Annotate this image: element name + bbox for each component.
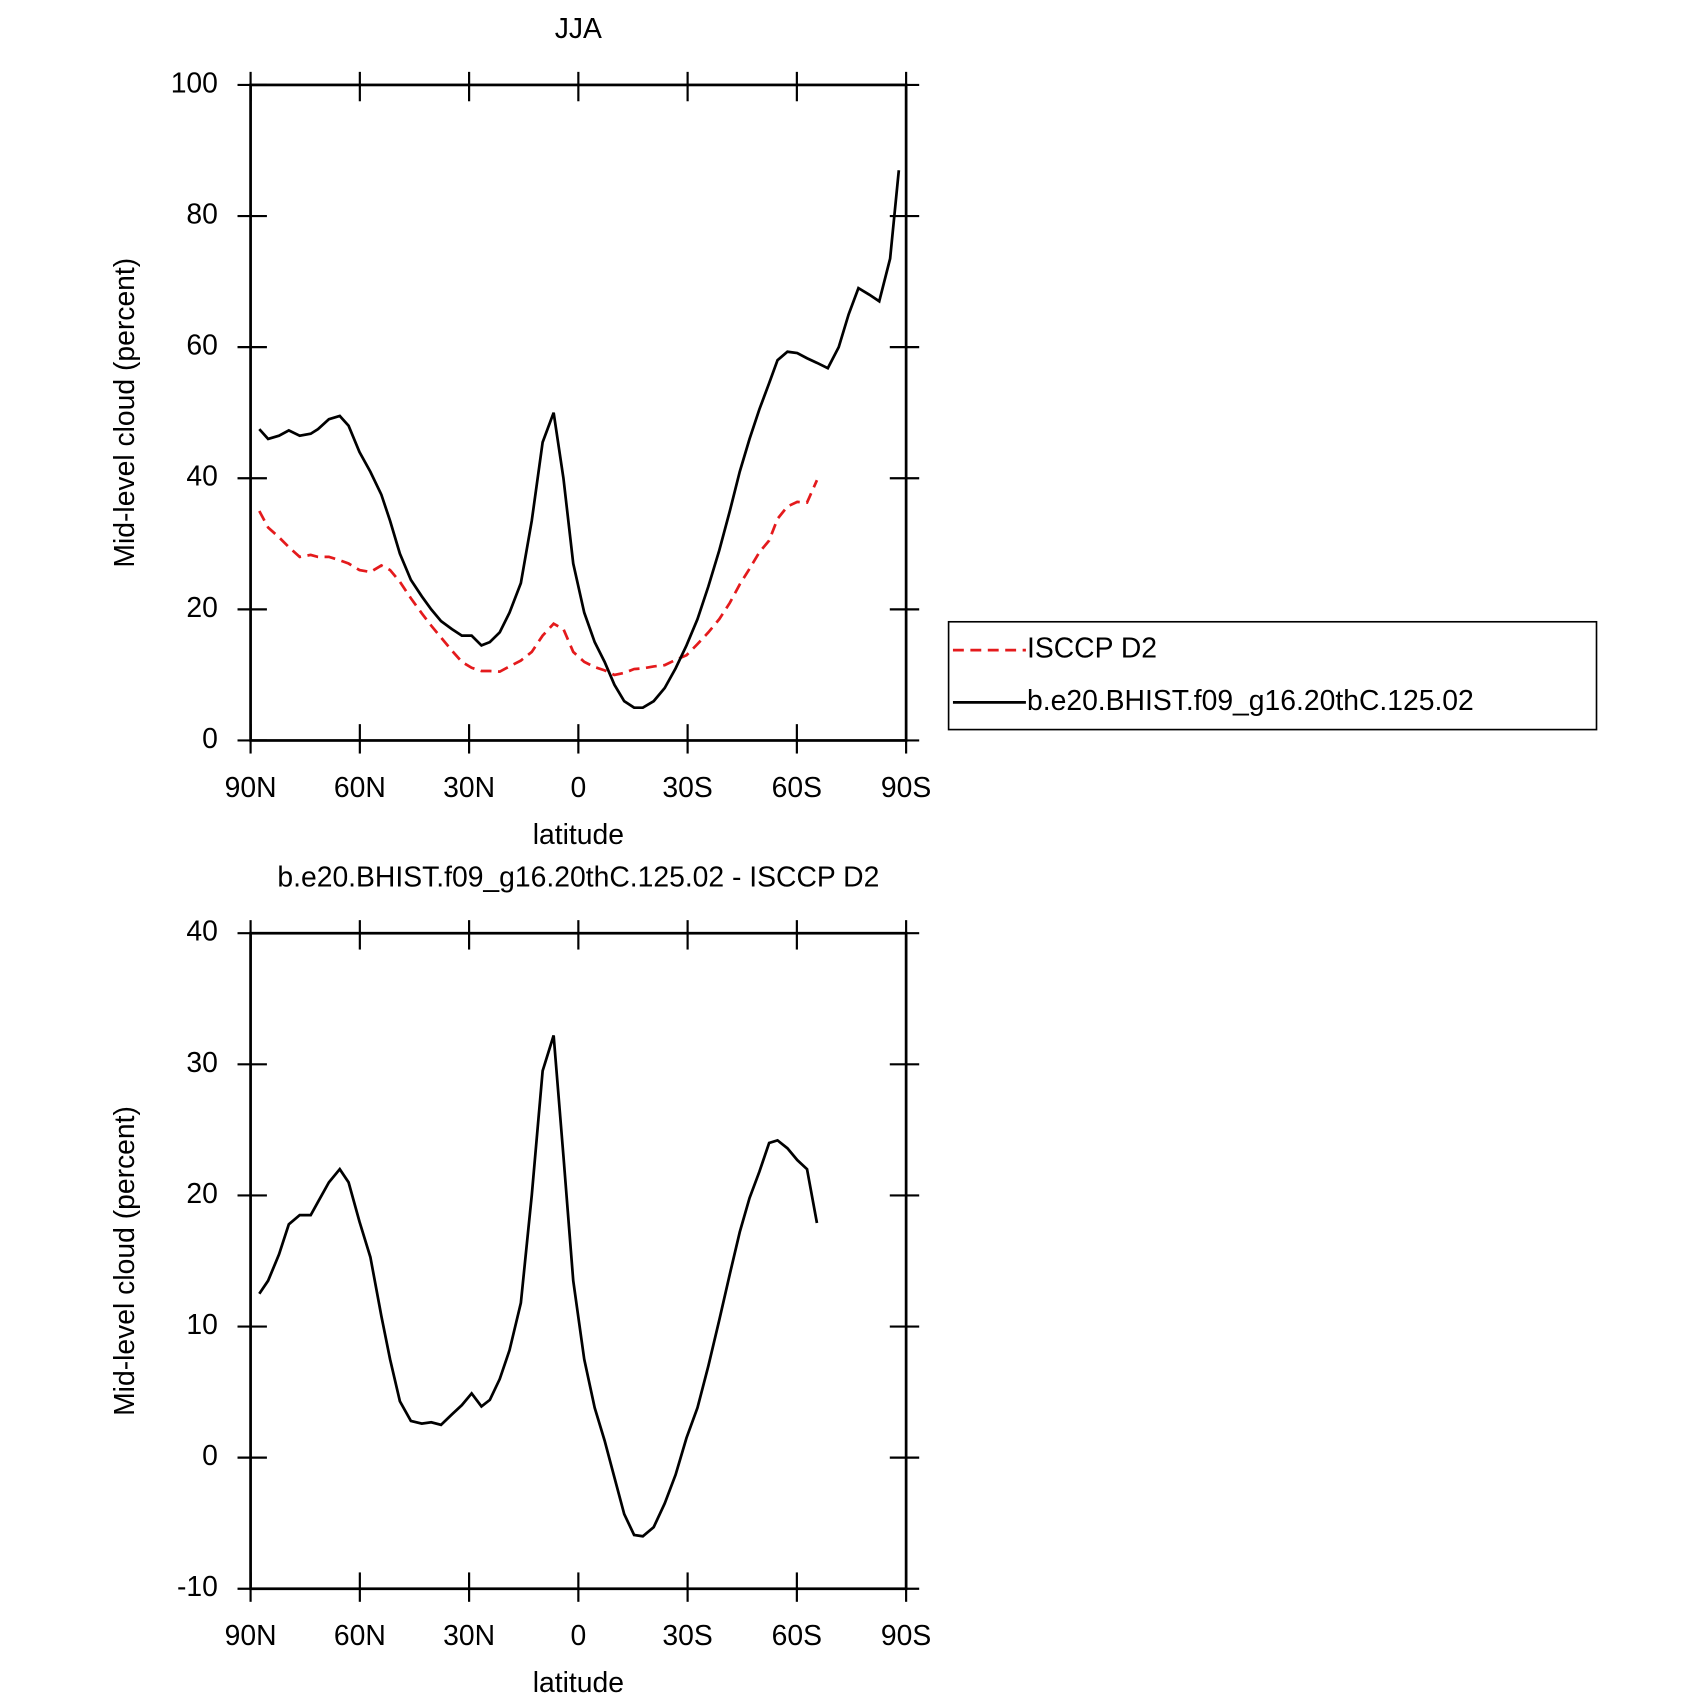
data-line xyxy=(258,479,819,677)
y-tick-label: 10 xyxy=(186,1308,217,1340)
y-tick-label: 0 xyxy=(202,722,218,754)
y-tick-label: 0 xyxy=(202,1439,218,1471)
legend-label: b.e20.BHIST.f09_g16.20thC.125.02 xyxy=(1027,684,1474,716)
x-tick-label: 60S xyxy=(772,771,822,803)
x-tick-label: 0 xyxy=(570,1619,586,1651)
x-tick-label: 90N xyxy=(225,771,277,803)
chart-title: JJA xyxy=(555,12,602,44)
plot-frame xyxy=(249,83,908,742)
plot-frame xyxy=(249,931,908,1591)
y-tick-label: 80 xyxy=(186,198,217,230)
y-tick-label: 60 xyxy=(186,329,217,361)
y-tick-label: 20 xyxy=(186,591,217,623)
x-tick-label: 60S xyxy=(772,1619,822,1651)
x-axis-label: latitude xyxy=(533,1666,624,1698)
x-tick-label: 60N xyxy=(334,771,386,803)
y-tick-label: 30 xyxy=(186,1046,217,1078)
x-tick-label: 30S xyxy=(662,771,712,803)
y-tick-label: 20 xyxy=(186,1177,217,1209)
data-line xyxy=(258,170,901,710)
x-tick-label: 30S xyxy=(662,1619,712,1651)
x-tick-label: 90N xyxy=(225,1619,277,1651)
data-line xyxy=(258,1035,819,1538)
x-axis-label: latitude xyxy=(533,818,624,850)
chart-title: b.e20.BHIST.f09_g16.20thC.125.02 - ISCCP… xyxy=(277,860,879,892)
y-tick-label: 100 xyxy=(171,66,218,98)
x-tick-label: 0 xyxy=(570,771,586,803)
x-tick-label: 90S xyxy=(881,771,931,803)
legend-label: ISCCP D2 xyxy=(1027,632,1157,664)
y-tick-label: -10 xyxy=(177,1570,218,1602)
x-tick-label: 30N xyxy=(443,1619,495,1651)
y-axis-label: Mid-level cloud (percent) xyxy=(108,1106,140,1416)
y-tick-label: 40 xyxy=(186,915,217,947)
x-tick-label: 90S xyxy=(881,1619,931,1651)
legend-box xyxy=(947,620,1598,731)
y-tick-label: 40 xyxy=(186,460,217,492)
y-axis-label: Mid-level cloud (percent) xyxy=(108,258,140,568)
x-tick-label: 60N xyxy=(334,1619,386,1651)
x-tick-label: 30N xyxy=(443,771,495,803)
